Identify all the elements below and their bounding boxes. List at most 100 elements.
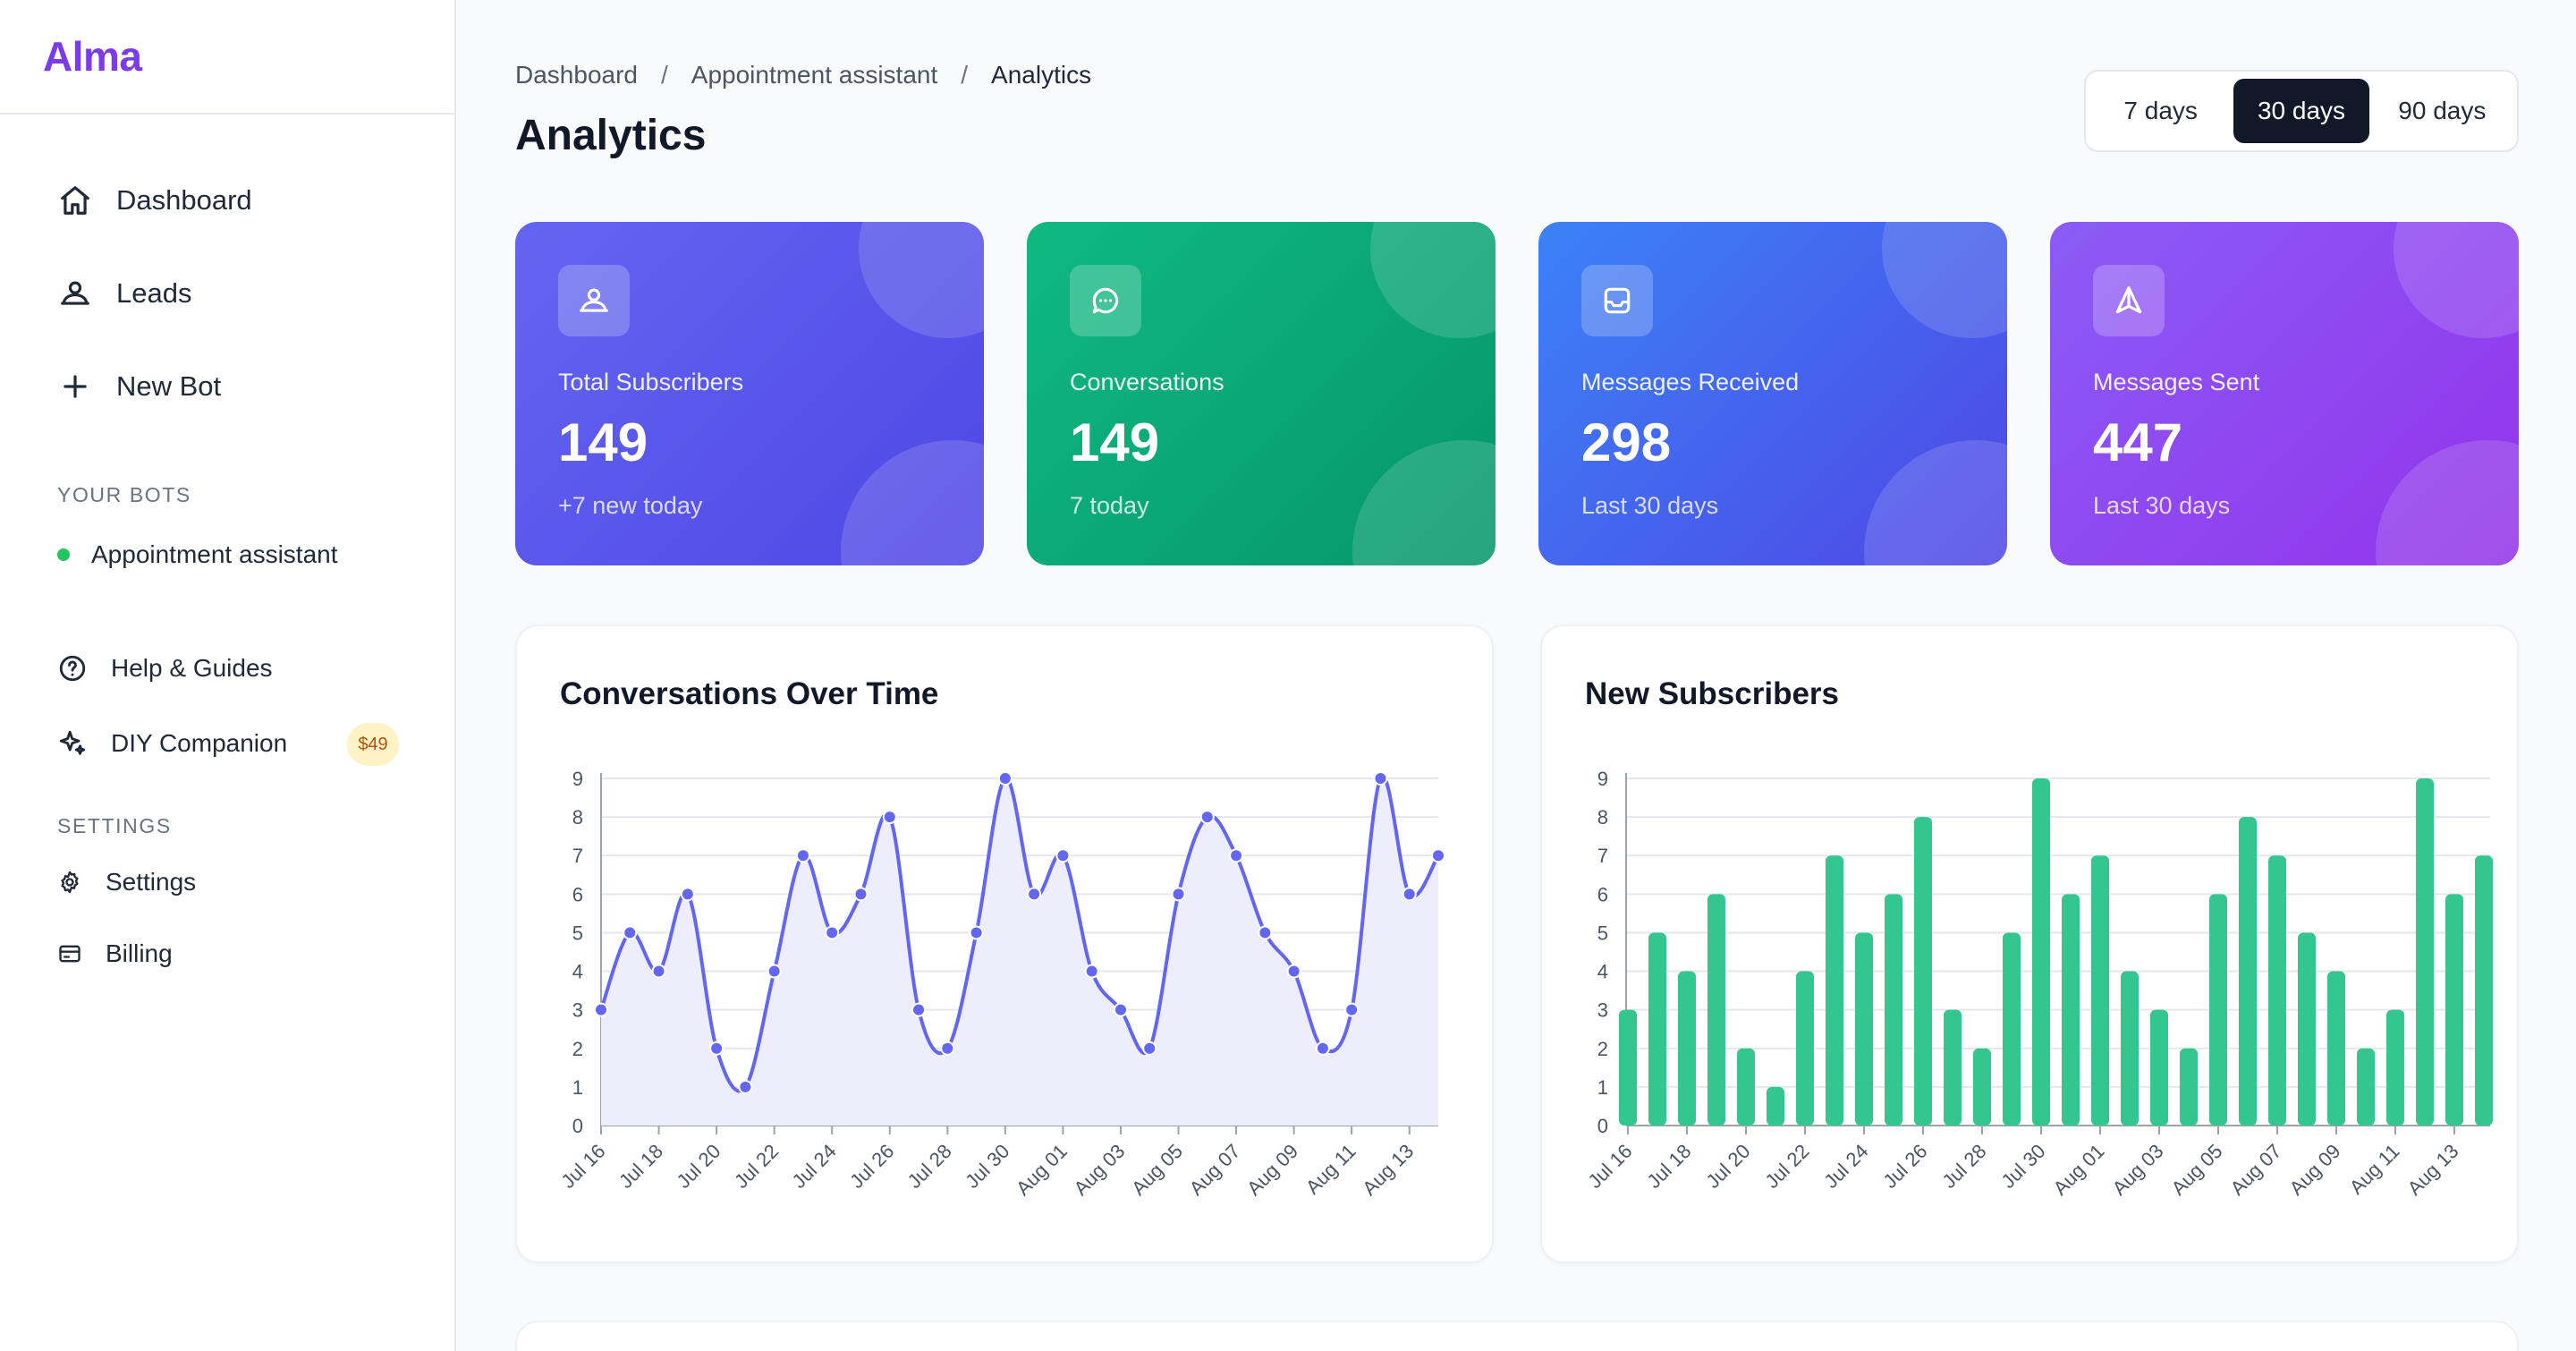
bar[interactable] — [2032, 778, 2050, 1126]
range-option-7-days[interactable]: 7 days — [2123, 97, 2198, 124]
bar[interactable] — [2003, 932, 2021, 1126]
bar[interactable] — [1707, 894, 1725, 1126]
data-point[interactable] — [882, 810, 897, 825]
y-tick-label: 7 — [572, 845, 583, 867]
series-area — [601, 776, 1438, 1126]
bar[interactable] — [1826, 855, 1843, 1126]
bar[interactable] — [1678, 971, 1696, 1126]
breadcrumb-bot[interactable]: Appointment assistant — [691, 61, 938, 89]
bar[interactable] — [1973, 1048, 1991, 1126]
data-point[interactable] — [680, 887, 695, 902]
x-tick-label: Aug 05 — [2167, 1140, 2227, 1200]
data-point[interactable] — [1027, 887, 1042, 902]
bar[interactable] — [1914, 817, 1932, 1126]
y-tick-label: 3 — [572, 999, 583, 1022]
x-tick-label: Jul 18 — [1642, 1140, 1695, 1193]
data-point[interactable] — [709, 1041, 724, 1056]
bar[interactable] — [1944, 1009, 1962, 1126]
bar[interactable] — [1796, 971, 1814, 1126]
brand-logo[interactable]: Alma — [43, 33, 142, 80]
bar[interactable] — [2239, 817, 2257, 1126]
x-tick-label: Aug 11 — [2345, 1140, 2404, 1199]
y-tick-label: 4 — [1597, 961, 1608, 983]
data-point[interactable] — [997, 771, 1013, 786]
data-point[interactable] — [795, 848, 810, 863]
bot-item-label: Appointment assistant — [91, 540, 338, 568]
bar[interactable] — [2298, 932, 2316, 1126]
data-point[interactable] — [1055, 848, 1071, 863]
breadcrumb-dashboard[interactable]: Dashboard — [515, 61, 638, 89]
data-point[interactable] — [1344, 1002, 1360, 1017]
data-point[interactable] — [1113, 1002, 1128, 1017]
sidebar-item-settings[interactable]: Settings — [57, 868, 196, 896]
bar[interactable] — [2209, 894, 2227, 1126]
stat-value: 149 — [1070, 412, 1160, 472]
y-tick-label: 5 — [572, 922, 583, 944]
y-tick-label: 8 — [1597, 806, 1608, 828]
data-point[interactable] — [1431, 848, 1445, 863]
data-point[interactable] — [738, 1079, 753, 1094]
bar[interactable] — [2475, 855, 2493, 1126]
bar[interactable] — [2268, 855, 2286, 1126]
sidebar-item-diy-companion[interactable]: DIY Companion — [57, 728, 287, 759]
bar[interactable] — [2091, 855, 2109, 1126]
bar[interactable] — [2445, 894, 2463, 1126]
data-point[interactable] — [853, 887, 869, 902]
stat-value: 149 — [558, 412, 648, 472]
data-point[interactable] — [1402, 887, 1417, 902]
data-point[interactable] — [911, 1002, 927, 1017]
page-title: Analytics — [515, 112, 707, 159]
help-circle-icon — [57, 653, 88, 684]
data-point[interactable] — [1286, 964, 1301, 979]
data-point[interactable] — [767, 964, 782, 979]
sidebar-item-billing[interactable]: Billing — [57, 939, 173, 968]
data-point[interactable] — [1084, 964, 1099, 979]
x-tick-label: Aug 07 — [2226, 1140, 2286, 1200]
bar[interactable] — [1737, 1048, 1755, 1126]
bar[interactable] — [2416, 778, 2434, 1126]
stat-card-total-subscribers: Total Subscribers 149 +7 new today — [515, 222, 984, 565]
data-point[interactable] — [969, 925, 984, 940]
data-point[interactable] — [1229, 848, 1244, 863]
bar[interactable] — [2150, 1009, 2168, 1126]
users-icon — [57, 276, 93, 311]
data-point[interactable] — [623, 925, 638, 940]
sparkles-icon — [57, 728, 88, 759]
data-point[interactable] — [1315, 1041, 1330, 1056]
data-point[interactable] — [651, 964, 666, 979]
sidebar-item-label: Billing — [106, 939, 173, 967]
sidebar-item-leads[interactable]: Leads — [0, 265, 454, 322]
x-tick-label: Jul 22 — [1760, 1140, 1813, 1193]
stat-label: Messages Sent — [2093, 369, 2260, 395]
data-point[interactable] — [1199, 810, 1215, 825]
sidebar-item-dashboard[interactable]: Dashboard — [0, 172, 454, 229]
range-option-30-days[interactable]: 30 days — [2233, 79, 2369, 143]
brand[interactable]: Alma — [0, 0, 454, 115]
bar[interactable] — [1855, 932, 1873, 1126]
range-option-90-days[interactable]: 90 days — [2398, 97, 2487, 124]
subscribers-bar-chart: 0 1 2 3 4 5 6 7 8 9 Jul 16 Jul 18 Jul 20 Jul 22 Jul 24… — [1542, 768, 2493, 1200]
bar[interactable] — [2121, 971, 2139, 1126]
bar[interactable] — [1619, 1009, 1637, 1126]
bar[interactable] — [2180, 1048, 2198, 1126]
date-range-toggle: 7 days 30 days 90 days — [2084, 70, 2519, 152]
data-point[interactable] — [825, 925, 840, 940]
bar[interactable] — [2386, 1009, 2404, 1126]
data-point[interactable] — [1142, 1041, 1157, 1056]
data-point[interactable] — [940, 1041, 955, 1056]
bar[interactable] — [1648, 932, 1666, 1126]
bar[interactable] — [2327, 971, 2345, 1126]
x-tick-label: Jul 18 — [614, 1140, 667, 1193]
bar[interactable] — [1885, 894, 1902, 1126]
data-point[interactable] — [594, 1002, 608, 1017]
sidebar-item-help[interactable]: Help & Guides — [57, 653, 273, 684]
data-point[interactable] — [1258, 925, 1273, 940]
bar[interactable] — [1767, 1086, 1784, 1126]
data-point[interactable] — [1171, 887, 1186, 902]
bar[interactable] — [2062, 894, 2080, 1126]
decor-circle — [1882, 222, 2007, 338]
sidebar-item-new-bot[interactable]: New Bot — [0, 358, 454, 415]
bot-item-appointment-assistant[interactable]: Appointment assistant — [57, 540, 338, 569]
data-point[interactable] — [1373, 771, 1388, 786]
bar[interactable] — [2357, 1048, 2375, 1126]
